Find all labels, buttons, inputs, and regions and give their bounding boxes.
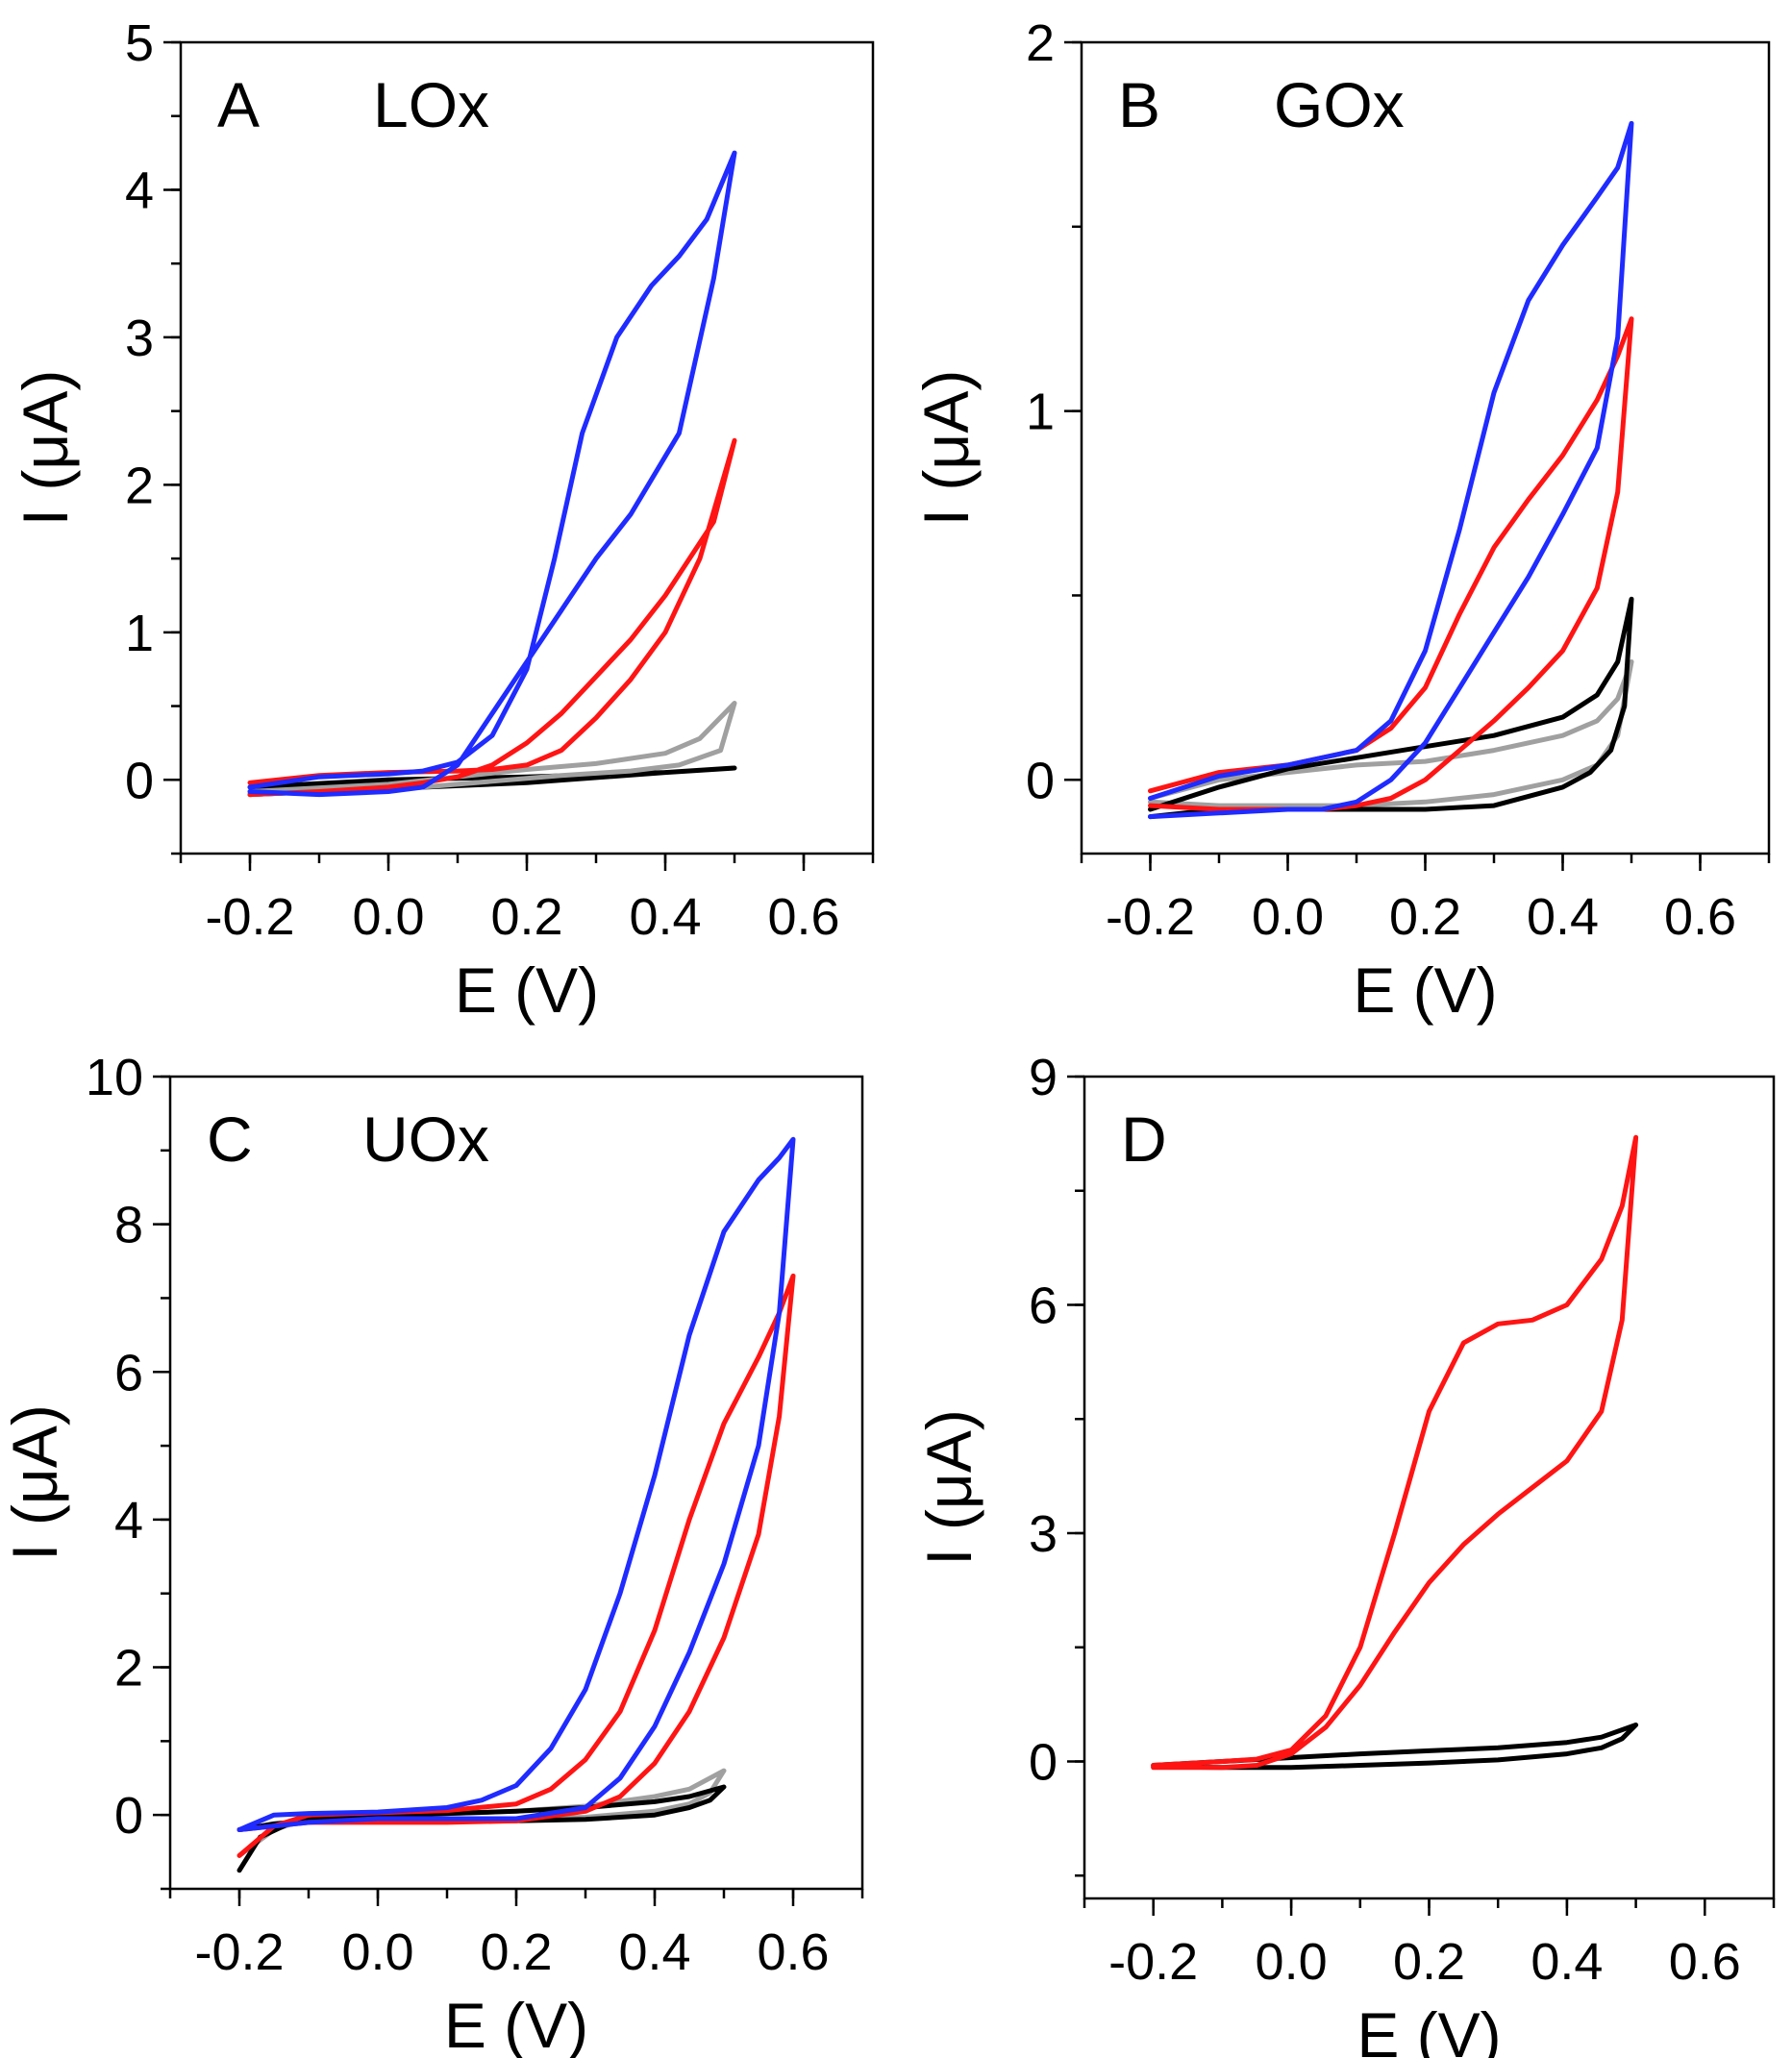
x-tick-label-B: 0.0 xyxy=(1252,888,1324,946)
x-tick-label-B: 0.2 xyxy=(1389,888,1461,946)
series-B-blue xyxy=(1148,120,1634,820)
x-tick-label-C: -0.2 xyxy=(194,1923,284,1981)
x-axis-label-A: E (V) xyxy=(455,955,599,1026)
x-tick-label-A: 0.0 xyxy=(352,888,424,946)
series-B-black xyxy=(1148,596,1634,820)
panel-A: -0.2 0.0 0.2 0.4 0.6 0 1 2 3 4 5 E (V) I (μA) A LOx xyxy=(10,14,875,1026)
x-axis-label-C: E (V) xyxy=(444,1990,588,2058)
panel-letter-D: D xyxy=(1121,1103,1167,1175)
x-tick-label-B: -0.2 xyxy=(1106,888,1195,946)
y-tick-label-A: 2 xyxy=(125,457,154,514)
x-tick-label-D: 0.0 xyxy=(1256,1933,1328,1991)
x-tick-label-D: 0.6 xyxy=(1669,1933,1741,1991)
series-D-black xyxy=(1151,1723,1639,1771)
y-tick-label-D: 0 xyxy=(1029,1734,1058,1792)
y-tick-label-D: 3 xyxy=(1029,1505,1058,1563)
panel-title-B: GOx xyxy=(1274,69,1405,140)
y-tick-label-A: 1 xyxy=(125,605,154,662)
panel-letter-C: C xyxy=(207,1103,253,1175)
y-tick-label-C: 8 xyxy=(114,1197,143,1254)
x-tick-label-B: 0.4 xyxy=(1527,888,1599,946)
panel-title-A: LOx xyxy=(373,69,489,140)
panel-C: -0.2 0.0 0.2 0.4 0.6 0 2 4 6 8 10 E (V) I (μA) C UOx xyxy=(0,1049,864,2058)
series-A-gray xyxy=(247,701,737,798)
y-tick-label-B: 0 xyxy=(1026,752,1055,809)
series-C-red xyxy=(236,1273,796,1858)
x-tick-label-C: 0.4 xyxy=(618,1923,690,1981)
x-axis-label-D: E (V) xyxy=(1356,1999,1501,2058)
series-D-red xyxy=(1151,1134,1639,1771)
x-axis-label-B: E (V) xyxy=(1353,955,1497,1026)
panel-letter-A: A xyxy=(217,69,260,140)
x-tick-label-C: 0.6 xyxy=(757,1923,829,1981)
x-tick-label-D: 0.4 xyxy=(1531,1933,1603,1991)
y-tick-label-A: 3 xyxy=(125,310,154,367)
y-tick-label-C: 2 xyxy=(114,1640,143,1698)
x-tick-label-A: 0.2 xyxy=(490,888,562,946)
y-tick-label-C: 10 xyxy=(86,1049,143,1106)
y-tick-label-A: 5 xyxy=(125,14,154,72)
y-axis-label-D: I (μA) xyxy=(913,1409,984,1566)
x-tick-label-B: 0.6 xyxy=(1664,888,1736,946)
series-A-blue xyxy=(247,150,737,798)
y-tick-label-B: 2 xyxy=(1026,14,1055,72)
series-C-blue xyxy=(236,1136,796,1832)
x-tick-label-A: -0.2 xyxy=(205,888,294,946)
y-tick-label-C: 4 xyxy=(114,1492,143,1550)
plot-frame-D xyxy=(1083,1075,1776,1900)
x-tick-label-C: 0.0 xyxy=(341,1923,413,1981)
x-tick-label-D: -0.2 xyxy=(1108,1933,1198,1991)
x-tick-label-A: 0.4 xyxy=(629,888,701,946)
x-tick-label-C: 0.2 xyxy=(480,1923,552,1981)
panel-title-C: UOx xyxy=(362,1103,489,1175)
series-A-red xyxy=(247,437,737,798)
y-axis-label-A: I (μA) xyxy=(10,370,81,527)
panel-B: -0.2 0.0 0.2 0.4 0.6 0 1 2 E (V) I (μA) B GOx xyxy=(910,14,1771,1026)
panel-D: -0.2 0.0 0.2 0.4 0.6 0 3 6 9 E (V) I (μA) D xyxy=(913,1049,1776,2058)
panel-letter-B: B xyxy=(1118,69,1160,140)
y-tick-label-A: 4 xyxy=(125,161,154,219)
plot-frame-B xyxy=(1080,40,1771,855)
y-tick-label-D: 9 xyxy=(1029,1049,1058,1106)
y-tick-label-A: 0 xyxy=(125,752,154,809)
y-tick-label-C: 0 xyxy=(114,1787,143,1845)
x-tick-label-A: 0.6 xyxy=(767,888,839,946)
y-axis-label-C: I (μA) xyxy=(0,1404,70,1561)
y-tick-label-B: 1 xyxy=(1026,384,1055,441)
y-tick-label-C: 6 xyxy=(114,1344,143,1401)
y-tick-label-D: 6 xyxy=(1029,1277,1058,1335)
x-tick-label-D: 0.2 xyxy=(1393,1933,1465,1991)
plot-frame-A xyxy=(179,40,875,855)
series-B-red xyxy=(1148,316,1634,812)
plot-frame-C xyxy=(168,1075,864,1891)
y-axis-label-B: I (μA) xyxy=(910,370,982,527)
